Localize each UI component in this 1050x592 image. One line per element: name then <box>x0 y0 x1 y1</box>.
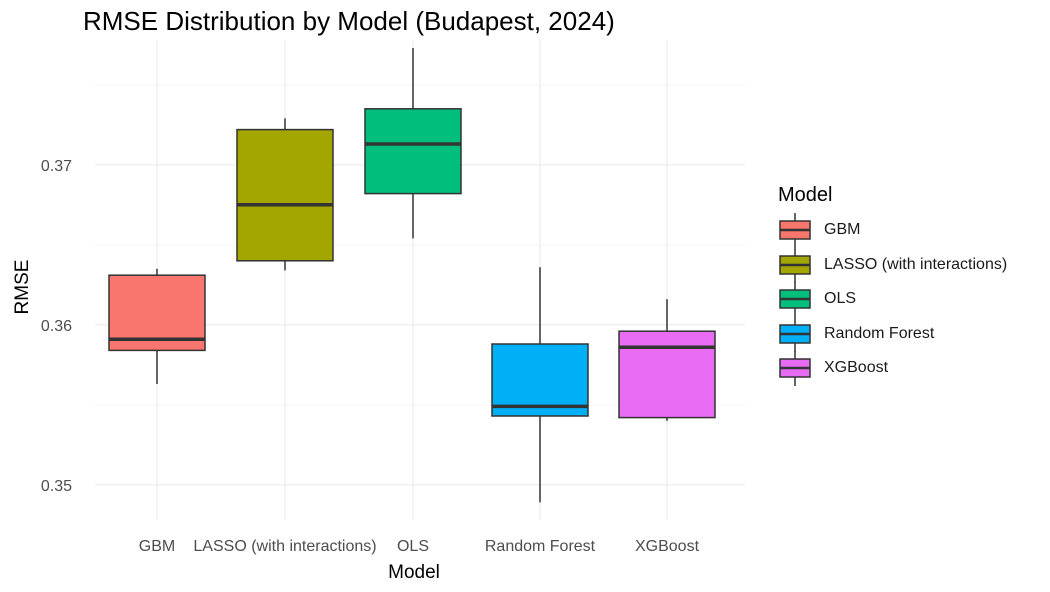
y-axis-title: RMSE <box>12 260 33 315</box>
legend-key <box>778 316 812 352</box>
box-random-forest <box>491 267 589 503</box>
x-tick-label: GBM <box>139 538 175 555</box>
legend-label: Random Forest <box>824 324 935 342</box>
iqr-box <box>618 330 716 419</box>
legend-key <box>778 351 812 386</box>
legend-item: OLS <box>778 282 1007 317</box>
legend-label: OLS <box>824 290 857 308</box>
x-tick-label: XGBoost <box>635 538 700 555</box>
legend-label: LASSO (with interactions) <box>824 255 1008 273</box>
x-tick-label: OLS <box>397 538 429 555</box>
legend-item: LASSO (with interactions) <box>778 247 1008 283</box>
box-lasso-with-interactions <box>236 118 334 271</box>
legend: Model GBM LASSO (with interactions) OLS Ran… <box>778 184 1007 386</box>
iqr-box <box>364 108 462 195</box>
legend-key <box>778 247 812 283</box>
chart-title: RMSE Distribution by Model (Budapest, 20… <box>83 6 615 36</box>
legend-key <box>778 213 812 248</box>
legend-key <box>778 282 812 317</box>
box-layer <box>108 48 716 503</box>
x-axis-title: Model <box>388 562 440 583</box>
y-tick-label: 0.36 <box>41 318 72 335</box>
legend-items: GBM LASSO (with interactions) OLS Random Fo… <box>778 213 1007 386</box>
legend-label: XGBoost <box>824 359 889 377</box>
iqr-box <box>491 343 589 417</box>
box-gbm <box>108 268 206 384</box>
x-tick-label: Random Forest <box>485 538 596 555</box>
x-tick-label: LASSO (with interactions) <box>193 538 376 555</box>
legend-label: GBM <box>824 221 861 239</box>
legend-item: GBM <box>778 213 1007 248</box>
tick-layer: 0.35 0.36 0.37 GBM LASSO (with interactions)… <box>41 158 700 555</box>
legend-item: XGBoost <box>778 351 1007 386</box>
legend-title: Model <box>778 184 833 206</box>
y-tick-label: 0.37 <box>41 158 72 175</box>
iqr-box <box>236 128 334 262</box>
box-ols <box>364 48 462 239</box>
legend-item: Random Forest <box>778 316 1007 352</box>
y-tick-label: 0.35 <box>41 478 72 495</box>
box-xgboost <box>618 299 716 421</box>
